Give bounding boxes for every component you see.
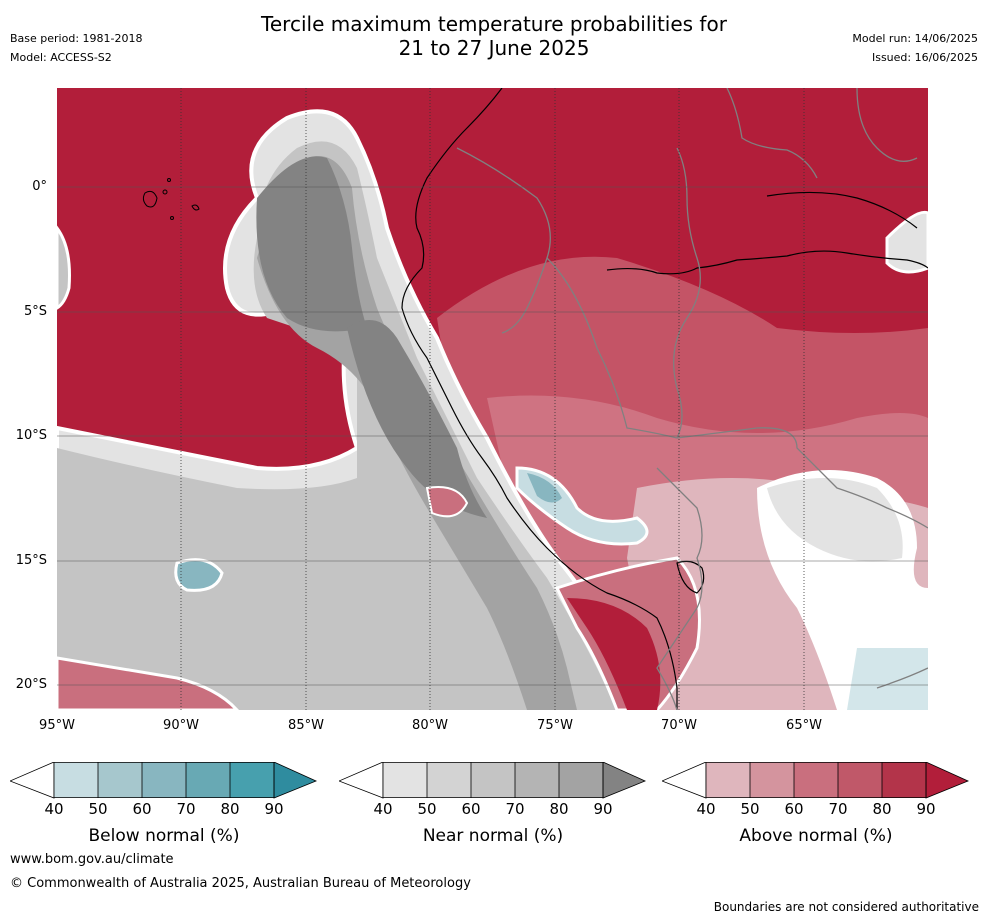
probability-map: [57, 88, 928, 710]
legend-above-swatch-5: [882, 762, 926, 798]
lat-label-0: 0°: [32, 179, 47, 194]
lon-label-75w: 75°W: [537, 718, 573, 733]
legend-below-swatch-5: [230, 762, 274, 798]
lat-label-5s: 5°S: [23, 304, 47, 319]
lon-label-85w: 85°W: [288, 718, 324, 733]
legend-below-swatch-3: [142, 762, 186, 798]
legend-near-normal-bar: [339, 762, 647, 799]
legend-below-tick: 40: [44, 800, 64, 818]
legend-above-swatch-2: [750, 762, 794, 798]
legend-below-tick: 80: [220, 800, 240, 818]
northern-river: [766, 191, 918, 229]
title-line-2: 21 to 27 June 2025: [398, 36, 590, 60]
near-normal-west-edge: [57, 225, 71, 310]
title-line-1: Tercile maximum temperature probabilitie…: [261, 12, 727, 36]
lon-label-80w: 80°W: [412, 718, 448, 733]
map-title: Tercile maximum temperature probabilitie…: [0, 12, 988, 60]
legend-near-label: Near normal (%): [422, 826, 564, 846]
near-normal-darkest-region: [256, 156, 367, 332]
country-borders: [456, 88, 928, 710]
legend-above-label: Above normal (%): [739, 826, 893, 846]
legend-above-tick: 60: [784, 800, 804, 818]
legend-near-tick: 90: [593, 800, 613, 818]
legend-above-swatch-1: [706, 762, 750, 798]
legend-above-tick: 50: [740, 800, 760, 818]
legend-below-tick: 60: [132, 800, 152, 818]
lake-titicaca: [676, 560, 705, 594]
legend-below-swatch-2: [98, 762, 142, 798]
legend-above-tick: 70: [828, 800, 848, 818]
lon-label-70w: 70°W: [661, 718, 697, 733]
legend-near-tick: 40: [373, 800, 393, 818]
legend-below-extend-low: [10, 762, 55, 799]
legend-below-tick: 70: [176, 800, 196, 818]
legend-above-swatch-4: [838, 762, 882, 798]
legend-near-swatch-4: [515, 762, 559, 798]
near-normal-darkest-region-2: [347, 320, 487, 518]
legend-below-extend-high: [273, 762, 318, 799]
legend-above-extend-low: [662, 762, 707, 799]
lat-label-15s: 15°S: [15, 553, 47, 568]
legend-above-swatch-3: [794, 762, 838, 798]
lat-label-20s: 20°S: [15, 677, 47, 692]
legend-above-tick: 80: [872, 800, 892, 818]
above-normal-pocket: [425, 486, 469, 518]
legend-below-swatch-4: [186, 762, 230, 798]
galapagos-islands: [142, 178, 200, 220]
legend-above-extend-high: [925, 762, 970, 799]
gridlines: [57, 186, 928, 686]
legend-above-tick: 90: [916, 800, 936, 818]
legend-below-tick: 90: [264, 800, 284, 818]
legend-near-swatch-2: [427, 762, 471, 798]
base-period-text: Base period: 1981-2018: [10, 32, 143, 45]
legend-near-tick: 70: [505, 800, 525, 818]
disclaimer-text: Boundaries are not considered authoritat…: [713, 900, 979, 914]
legend-below-label: Below normal (%): [88, 826, 240, 846]
above-normal-southwest: [57, 656, 240, 710]
legend-near-tick: 60: [461, 800, 481, 818]
legend-below-swatch-1: [54, 762, 98, 798]
lat-label-10s: 10°S: [15, 428, 47, 443]
legend-near-extend-low: [339, 762, 384, 799]
legend-below-normal-bar: [10, 762, 318, 799]
above-normal-coast-dark: [567, 598, 661, 710]
legend-near-tick: 80: [549, 800, 569, 818]
lon-label-65w: 65°W: [786, 718, 822, 733]
legend-below-ticks: 40 50 60 70 80 90: [10, 800, 318, 820]
legend-near-extend-high: [602, 762, 647, 799]
lon-label-90w: 90°W: [163, 718, 199, 733]
lon-label-95w: 95°W: [39, 718, 75, 733]
coastline: [401, 88, 678, 710]
below-normal-patch-coast-core: [527, 473, 562, 503]
legend-near-swatch-5: [559, 762, 603, 798]
issued-date-text: Issued: 16/06/2025: [871, 51, 978, 64]
below-normal-patch-offshore: [174, 558, 224, 592]
website-link[interactable]: www.bom.gov.au/climate: [10, 852, 174, 867]
legend-below-tick: 50: [88, 800, 108, 818]
near-normal-northeast: [885, 210, 928, 274]
model-name-text: Model: ACCESS-S2: [10, 51, 112, 64]
legend-above-ticks: 40 50 60 70 80 90: [662, 800, 970, 820]
legend-near-tick: 50: [417, 800, 437, 818]
legend-above-normal-bar: [662, 762, 970, 799]
amazon-river: [606, 250, 928, 275]
legend-near-swatch-3: [471, 762, 515, 798]
near-normal-light-patch: [767, 478, 903, 562]
legend-near-ticks: 40 50 60 70 80 90: [339, 800, 647, 820]
model-run-text: Model run: 14/06/2025: [852, 32, 978, 45]
copyright-text: © Commonwealth of Australia 2025, Austra…: [10, 876, 471, 891]
below-normal-light-patch: [847, 648, 928, 710]
legend-near-swatch-1: [383, 762, 427, 798]
legend-above-tick: 40: [696, 800, 716, 818]
